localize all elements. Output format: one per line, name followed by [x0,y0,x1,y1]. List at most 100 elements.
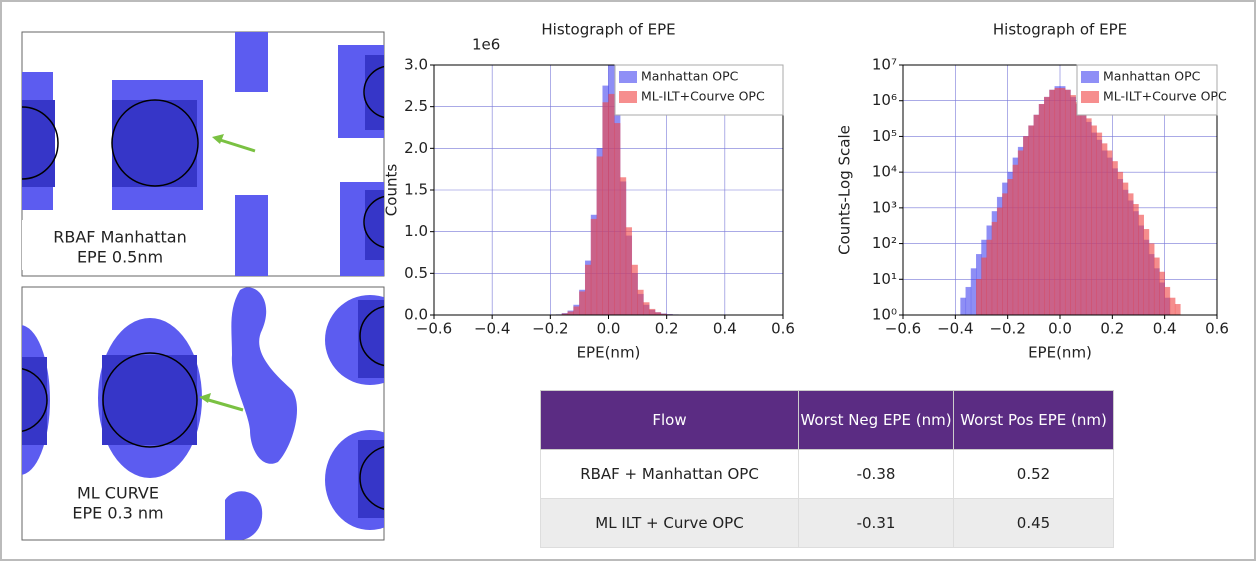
legend-label: ML-ILT+Courve OPC [1103,89,1227,104]
x-tick-label: −0.6 [885,320,921,338]
table-cell: -0.38 [798,449,954,499]
y-tick-label: 2.5 [404,97,428,115]
histogram-bar [1085,118,1092,316]
layout-panel: ML CURVE EPE 0.3 nm [21,286,385,541]
y-tick-label: 10⁵ [872,127,897,145]
x-tick-label: −0.6 [416,320,452,338]
plot-frame [433,64,784,316]
histogram-bar [1174,303,1181,316]
histogram-bar [981,257,987,316]
panel-label: RBAF Manhattan [53,228,187,247]
legend-swatch [1081,71,1099,83]
y-tick-label: 3.0 [404,56,428,74]
y-tick-label: 10¹ [872,270,897,288]
histogram-bar [602,102,609,316]
histogram-bar [996,207,1003,316]
histogram-bar [991,221,998,316]
x-tick-label: −0.2 [532,320,568,338]
table-header: Flow [540,390,799,450]
histogram-bar [631,264,638,316]
table-cell: RBAF + Manhattan OPC [540,449,799,499]
panel-label: EPE 0.5nm [77,248,163,267]
y-tick-label: 0.5 [404,264,428,282]
histogram-bar [1012,164,1019,316]
histogram-bar [1159,271,1165,316]
histogram-bar [1064,89,1071,316]
histogram-bar [1038,104,1045,316]
y-tick-label: 10³ [872,198,897,216]
x-tick-label: −0.4 [937,320,973,338]
histogram-bar [648,308,656,316]
histogram-bar [1096,132,1103,316]
y-tick-label: 10² [872,234,897,252]
chart-title: Histograph of EPE [993,21,1127,39]
histogram-bar [608,93,615,316]
x-axis-label: EPE(nm) [577,344,641,362]
histogram-bar [1148,243,1155,316]
histogram-bar [1127,193,1134,316]
histogram-bar [1106,150,1113,316]
histogram-bar [960,297,967,316]
plot-frame [902,64,1218,316]
legend-swatch [619,71,637,83]
legend-swatch [619,91,637,103]
histogram-bar [1023,136,1029,316]
histogram-bar [1138,214,1144,316]
x-tick-label: 0.0 [597,320,621,338]
table-cell: 0.52 [953,449,1114,499]
histogram-bar [1028,125,1035,316]
x-tick-label: 0.6 [1205,320,1229,338]
histogram-bar [1164,286,1171,316]
histogram-bar [1044,96,1050,316]
histogram-bar [1117,171,1124,316]
histogram-bar [1075,102,1082,316]
histogram-bar [986,239,993,316]
x-tick-label: −0.4 [474,320,510,338]
histogram-bar [619,177,627,316]
y-tick-label: 2.0 [404,139,428,157]
histogram-bar [1133,204,1139,316]
histogram-bar [1007,179,1014,316]
legend-label: Manhattan OPC [641,69,739,84]
histogram-bar [584,264,592,316]
panel-label: EPE 0.3 nm [72,504,163,523]
x-axis-label: EPE(nm) [1028,344,1092,362]
y-axis-label: Counts [383,164,401,217]
x-tick-label: 0.2 [1100,320,1124,338]
histogram-bar [1017,150,1024,316]
histogram-bar [573,306,580,316]
histogram-bar [965,286,972,316]
histogram-bar [1143,229,1150,316]
x-tick-label: 0.4 [1153,320,1177,338]
histogram-bar [1101,143,1108,316]
result-table: Flow Worst Neg EPE (nm) Worst Pos EPE (n… [540,390,1114,548]
legend-swatch [1081,91,1099,103]
histogram-bar [1153,257,1160,316]
histogram-bar [590,218,598,316]
histogram-bar [1112,161,1118,316]
y-tick-label: 10⁴ [872,163,897,181]
x-tick-label: 0.0 [1048,320,1072,338]
y-tick-label: 1.0 [404,222,428,240]
histogram-bar [643,302,650,316]
histogram-bar [1002,193,1008,316]
histogram-bar [1070,95,1076,316]
y-tick-label: 10⁰ [872,306,897,324]
x-tick-label: −0.2 [989,320,1025,338]
histogram-bar [579,291,586,316]
y-tick-label: 1.5 [404,181,428,199]
y-offset-text: 1e6 [472,36,500,54]
y-tick-label: 10⁶ [872,91,897,109]
histogram-bar [1169,297,1176,316]
y-axis-label: Counts-Log Scale [836,125,854,255]
chart-title: Histograph of EPE [541,21,675,39]
table-cell: ML ILT + Curve OPC [540,498,799,548]
histogram-bar [1091,125,1097,316]
legend-box [1076,64,1218,116]
y-tick-label: 10⁷ [872,56,897,74]
histogram-bar [1059,87,1066,316]
legend-box [614,64,784,116]
